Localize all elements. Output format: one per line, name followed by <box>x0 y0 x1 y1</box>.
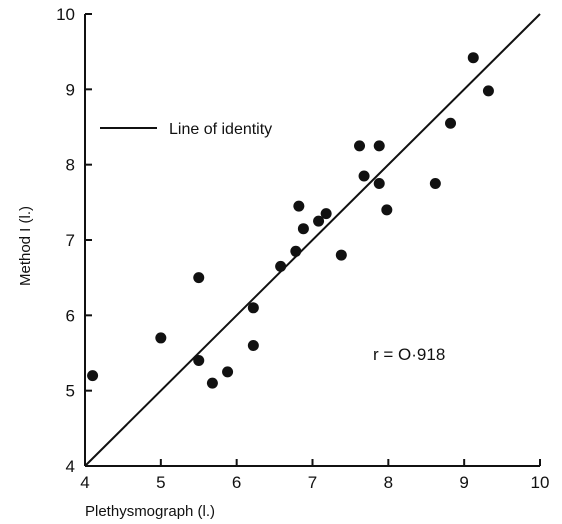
data-point <box>354 140 366 152</box>
data-point <box>482 85 494 97</box>
y-tick-label: 6 <box>66 306 75 325</box>
correlation-annotation: r = O·918 <box>373 345 445 364</box>
data-point <box>193 272 205 284</box>
data-point <box>313 215 325 227</box>
data-point <box>429 178 441 189</box>
data-point <box>155 332 167 344</box>
data-point <box>293 200 305 212</box>
x-tick-label: 4 <box>80 473 89 492</box>
data-point <box>445 117 457 129</box>
data-point <box>373 178 385 189</box>
identity-line <box>84 13 541 467</box>
data-point <box>335 249 347 261</box>
y-tick-label: 8 <box>66 156 75 175</box>
x-tick-label: 6 <box>232 473 241 492</box>
x-axis-title: Plethysmograph (l.) <box>85 503 215 520</box>
x-tick-label: 8 <box>384 473 393 492</box>
x-tick-label: 9 <box>459 473 468 492</box>
legend-label: Line of identity <box>169 121 272 138</box>
legend: Line of identity <box>100 121 272 138</box>
data-point <box>87 370 99 382</box>
y-axis-title: Method I (l.) <box>17 206 34 286</box>
x-tick-label: 5 <box>156 473 165 492</box>
axis-ticks: 4 5 6 7 8 9 10 4 5 6 7 8 9 10 <box>56 5 549 492</box>
data-point <box>247 339 259 351</box>
data-point <box>247 302 259 314</box>
data-point <box>381 204 393 216</box>
data-point <box>222 366 234 378</box>
data-point <box>373 140 385 152</box>
y-tick-label: 10 <box>56 5 75 24</box>
x-tick-label: 10 <box>531 473 550 492</box>
data-point <box>320 208 332 220</box>
data-point <box>206 377 218 389</box>
data-points <box>87 52 494 389</box>
y-tick-label: 7 <box>66 231 75 250</box>
data-point <box>297 223 309 235</box>
data-point <box>358 170 370 182</box>
y-tick-label: 4 <box>66 457 75 476</box>
data-point <box>275 260 287 272</box>
y-tick-label: 5 <box>66 382 75 401</box>
data-point <box>467 52 479 64</box>
data-point <box>290 245 302 257</box>
y-tick-label: 9 <box>66 80 75 99</box>
x-tick-label: 7 <box>308 473 317 492</box>
data-point <box>193 355 205 367</box>
